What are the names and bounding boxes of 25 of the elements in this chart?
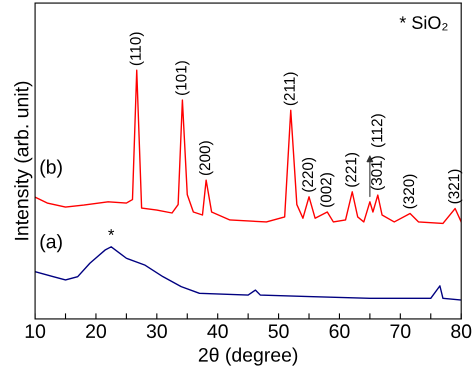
annotation: (321) [448,170,462,204]
annotation: (211) [284,72,298,106]
text: * SiO₂ [400,16,448,30]
annotation: (110) [130,32,144,66]
annotation: (301) [370,156,385,190]
annotation: (200) [199,141,214,176]
x-tick-label: 50 [268,324,289,338]
x-tick-label: 80 [451,324,472,338]
annotation: (b) [40,160,62,178]
x-tick-label: 10 [26,324,46,338]
annotation: (112) [371,114,386,147]
annotation: (101) [175,61,190,95]
x-axis-title: 2θ (degree) [198,347,298,366]
x-tick-label: 40 [207,324,228,338]
annotation: (220) [302,158,316,192]
x-tick-label: 60 [330,324,350,338]
annotation: (221) [345,152,360,187]
annotation: (a) [40,234,62,252]
y-axis-title: Intensity (arb. unit) [14,82,32,240]
annotation: (320) [402,174,418,208]
x-tick-label: 20 [86,324,106,338]
annotation: (002) [320,173,334,207]
x-tick-label: 30 [146,324,167,338]
x-tick-label: 70 [390,324,410,338]
annotation: * [108,229,114,235]
